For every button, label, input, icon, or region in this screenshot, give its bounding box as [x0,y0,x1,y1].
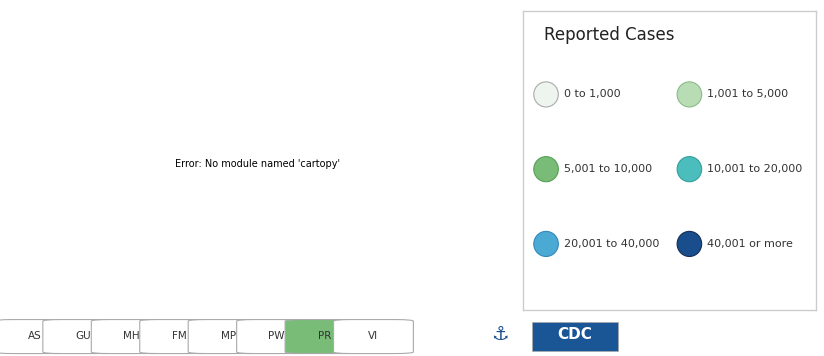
Text: CDC: CDC [558,327,592,342]
Text: MP: MP [221,330,236,341]
FancyBboxPatch shape [236,320,316,354]
Circle shape [677,157,702,182]
Circle shape [534,231,559,256]
Circle shape [677,231,702,256]
Text: PR: PR [318,330,332,341]
Text: AS: AS [27,330,41,341]
FancyBboxPatch shape [188,320,268,354]
Text: Error: No module named 'cartopy': Error: No module named 'cartopy' [175,159,340,169]
Text: 20,001 to 40,000: 20,001 to 40,000 [564,239,659,249]
FancyBboxPatch shape [43,320,123,354]
FancyBboxPatch shape [334,320,414,354]
FancyBboxPatch shape [91,320,171,354]
Text: GU: GU [75,330,91,341]
Text: 40,001 or more: 40,001 or more [707,239,793,249]
Text: PW: PW [269,330,285,341]
Text: Reported Cases: Reported Cases [544,26,674,44]
Text: 1,001 to 5,000: 1,001 to 5,000 [707,89,788,99]
Circle shape [534,82,559,107]
FancyBboxPatch shape [140,320,219,354]
FancyBboxPatch shape [532,321,618,351]
Text: 5,001 to 10,000: 5,001 to 10,000 [564,164,652,174]
Text: 0 to 1,000: 0 to 1,000 [564,89,620,99]
FancyBboxPatch shape [285,320,365,354]
Text: ⚓: ⚓ [490,325,508,344]
FancyBboxPatch shape [0,320,74,354]
Circle shape [534,157,559,182]
Text: VI: VI [368,330,378,341]
Text: FM: FM [172,330,187,341]
Text: MH: MH [123,330,139,341]
Text: 10,001 to 20,000: 10,001 to 20,000 [707,164,803,174]
Circle shape [677,82,702,107]
